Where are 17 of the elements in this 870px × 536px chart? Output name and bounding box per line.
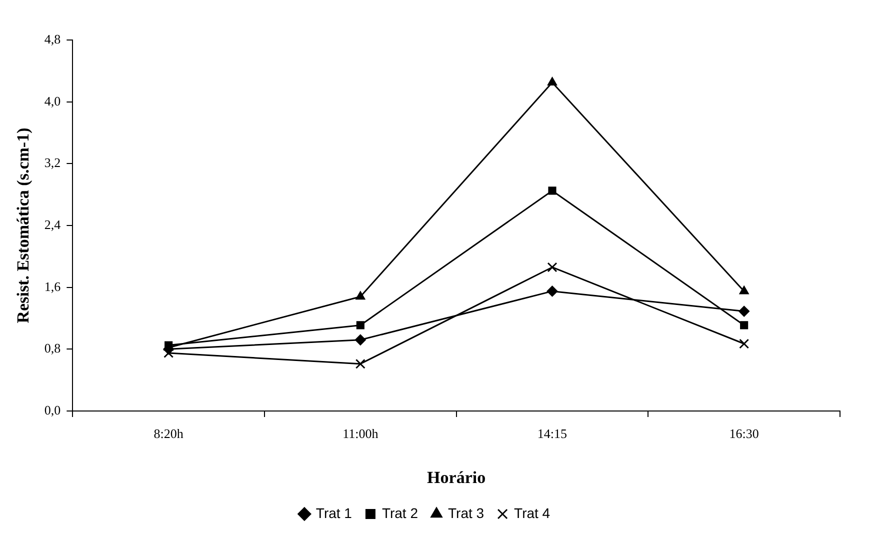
y-tick-label: 4,8 (44, 31, 61, 46)
x-axis-title: Horário (427, 468, 486, 488)
x-tick-label: 8:20h (154, 426, 184, 442)
y-tick-label: 4,0 (44, 93, 61, 108)
y-axis-title: Resist. Estomática (s.cm-1) (14, 128, 33, 324)
legend-label: Trat 2 (382, 504, 418, 521)
legend-label: Trat 1 (316, 504, 352, 521)
y-tick-label: 2,4 (44, 216, 62, 232)
y-tick-label: 1,6 (44, 278, 62, 294)
x-tick-label: 16:30 (729, 426, 759, 442)
x-tick-label: 11:00h (342, 426, 379, 442)
legend-label: Trat 4 (514, 504, 550, 521)
x-tick-label: 14:15 (537, 426, 568, 442)
y-tick-label: 0,0 (44, 402, 61, 418)
y-tick-label: 3,2 (44, 155, 61, 170)
legend-label: Trat 3 (448, 504, 484, 521)
y-tick-label: 0,8 (44, 340, 61, 356)
